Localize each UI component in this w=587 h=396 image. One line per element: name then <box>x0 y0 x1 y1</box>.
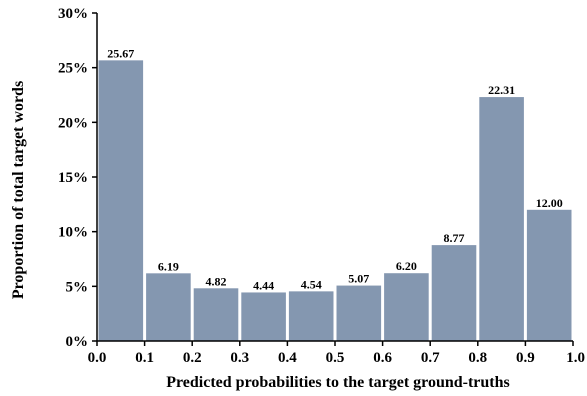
x-tick-label-5: 0.5 <box>326 350 345 366</box>
x-tick-label-0: 0.0 <box>88 350 107 366</box>
y-tick-label-0: 0% <box>66 334 89 350</box>
bar-value-label-5: 5.07 <box>348 272 369 286</box>
value-labels-group: 25.67 6.19 4.82 4.44 4.54 5.07 6.20 8.77 22.31 12… <box>107 46 562 292</box>
bar-value-label-9: 12.00 <box>536 196 563 210</box>
bar-6 <box>384 273 429 341</box>
bar-0 <box>98 60 144 341</box>
x-tick-label-4: 0.4 <box>278 350 297 366</box>
bar-3 <box>241 292 286 341</box>
y-tick-label-1: 5% <box>66 279 89 295</box>
bar-value-label-0: 25.67 <box>107 46 134 60</box>
bar-2 <box>193 288 239 341</box>
x-tick-label-1: 0.1 <box>135 350 154 366</box>
bar-value-label-8: 22.31 <box>488 83 515 97</box>
x-tick-label-9: 0.9 <box>516 350 535 366</box>
x-tick-label-8: 0.8 <box>468 350 487 366</box>
bar-7 <box>431 245 477 341</box>
bar-8 <box>479 97 524 341</box>
y-tick-label-2: 10% <box>58 225 88 241</box>
bar-value-label-2: 4.82 <box>206 274 227 288</box>
x-tick-label-10: 1.0 <box>566 350 585 366</box>
bar-1 <box>146 273 191 341</box>
y-tick-label-5: 25% <box>58 61 88 77</box>
bar-value-label-3: 4.44 <box>253 278 274 292</box>
bar-value-label-7: 8.77 <box>444 231 465 245</box>
y-tick-label-6: 30% <box>58 6 88 22</box>
bar-5 <box>336 285 382 341</box>
bar-4 <box>288 291 334 341</box>
y-axis-title: Proportion of total target words <box>10 81 27 299</box>
y-ticks-group: 0% 5% 10% 15% 20% 25% 30% <box>58 6 97 350</box>
x-tick-label-2: 0.2 <box>183 350 202 366</box>
y-tick-label-4: 20% <box>58 115 88 131</box>
x-ticks-group: 0.0 0.1 0.2 0.3 0.4 0.5 0.6 0.7 0.8 0.9 1.0 <box>88 341 585 366</box>
bars-group <box>98 60 572 341</box>
bar-value-label-4: 4.54 <box>301 277 322 291</box>
y-tick-label-3: 15% <box>58 170 88 186</box>
bar-value-label-1: 6.19 <box>158 259 179 273</box>
x-axis-title: Predicted probabilities to the target gr… <box>166 374 510 391</box>
bar-9 <box>526 209 572 341</box>
bar-value-label-6: 6.20 <box>396 259 417 273</box>
x-tick-label-3: 0.3 <box>230 350 249 366</box>
x-tick-label-6: 0.6 <box>373 350 392 366</box>
x-tick-label-7: 0.7 <box>421 350 440 366</box>
